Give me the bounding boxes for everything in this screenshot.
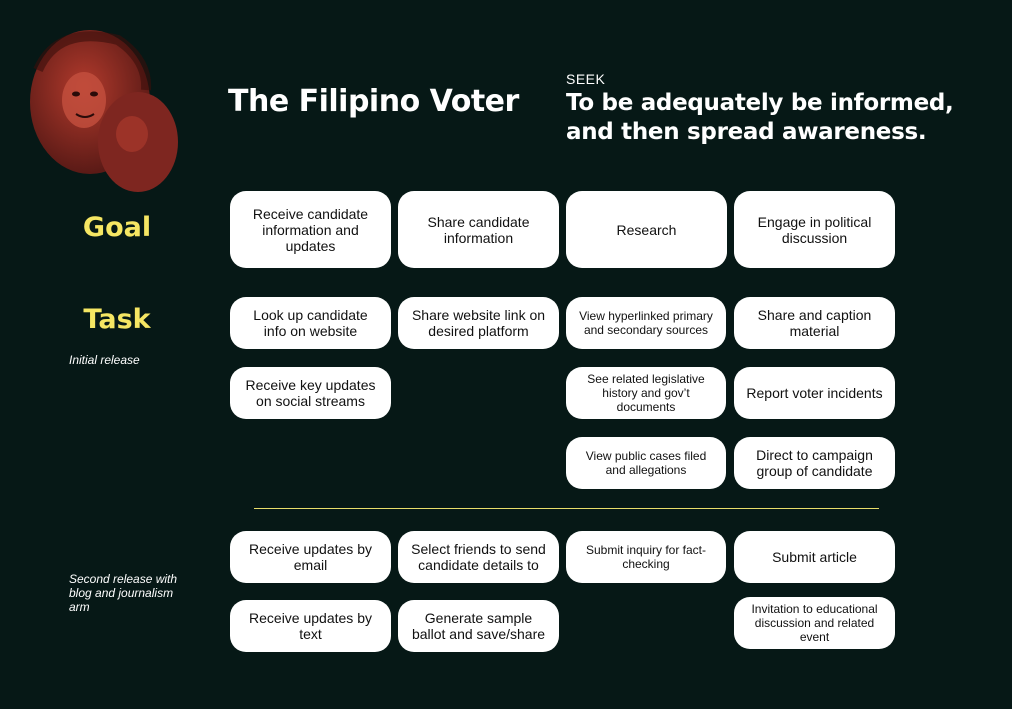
task-card: Receive updates by text: [230, 600, 391, 652]
persona-portrait: [30, 30, 178, 192]
task-card: Share website link on desired platform: [398, 297, 559, 349]
task-card: Submit article: [734, 531, 895, 583]
seek-statement: To be adequately be informed, and then s…: [566, 90, 954, 145]
goal-row-label: Goal: [82, 212, 152, 243]
task-card: Look up candidate info on website: [230, 297, 391, 349]
task-row-label: Task: [83, 304, 151, 335]
persona-title: The Filipino Voter: [228, 84, 519, 119]
initial-release-note: Initial release: [69, 353, 140, 367]
task-card: View hyperlinked primary and secondary s…: [566, 297, 726, 349]
task-card: Receive key updates on social streams: [230, 367, 391, 419]
task-card: Receive updates by email: [230, 531, 391, 583]
release-divider: [254, 508, 879, 509]
seek-label: SEEK: [566, 71, 606, 87]
goal-card: Receive candidate information and update…: [230, 191, 391, 268]
task-card: Share and caption material: [734, 297, 895, 349]
task-card: Select friends to send candidate details…: [398, 531, 559, 583]
second-release-note: Second release with blog and journalism …: [69, 572, 178, 614]
goal-card: Research: [566, 191, 727, 268]
task-card: Direct to campaign group of candidate: [734, 437, 895, 489]
goal-card: Engage in political discussion: [734, 191, 895, 268]
task-card: Report voter incidents: [734, 367, 895, 419]
task-card: Invitation to educational discussion and…: [734, 597, 895, 649]
task-card: Submit inquiry for fact-checking: [566, 531, 726, 583]
task-card: See related legislative history and gov’…: [566, 367, 726, 419]
goal-card: Share candidate information: [398, 191, 559, 268]
task-card: Generate sample ballot and save/share: [398, 600, 559, 652]
task-card: View public cases filed and allegations: [566, 437, 726, 489]
